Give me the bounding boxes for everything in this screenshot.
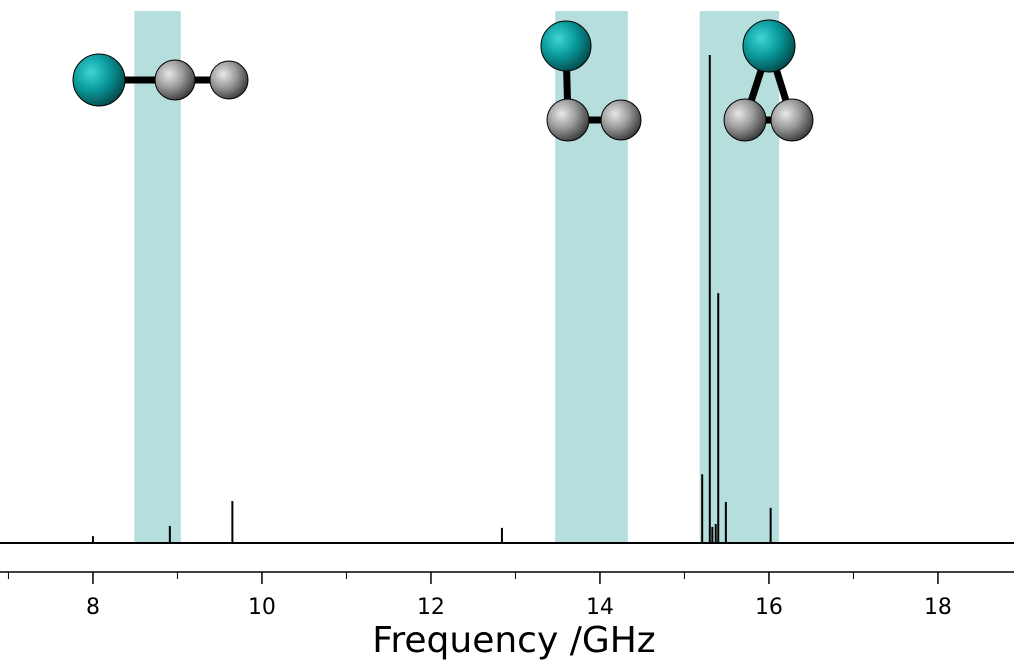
x-axis-label: Frequency /GHz (372, 620, 655, 661)
x-axis-ticks: 8 10 12 14 16 18 (7, 572, 952, 620)
band (699, 11, 780, 543)
x-tick-label: 8 (86, 595, 100, 620)
molecule-bent (540, 20, 642, 142)
molecules (72, 19, 814, 142)
marks (91, 55, 772, 543)
x-tick-label: 10 (248, 595, 276, 620)
x-tick-label: 14 (586, 595, 614, 620)
x-tick-label: 18 (924, 595, 952, 620)
molecule-triangle (723, 19, 814, 142)
x-tick-label: 16 (755, 595, 783, 620)
molecule-linear (72, 53, 249, 107)
x-tick-label: 12 (417, 595, 445, 620)
